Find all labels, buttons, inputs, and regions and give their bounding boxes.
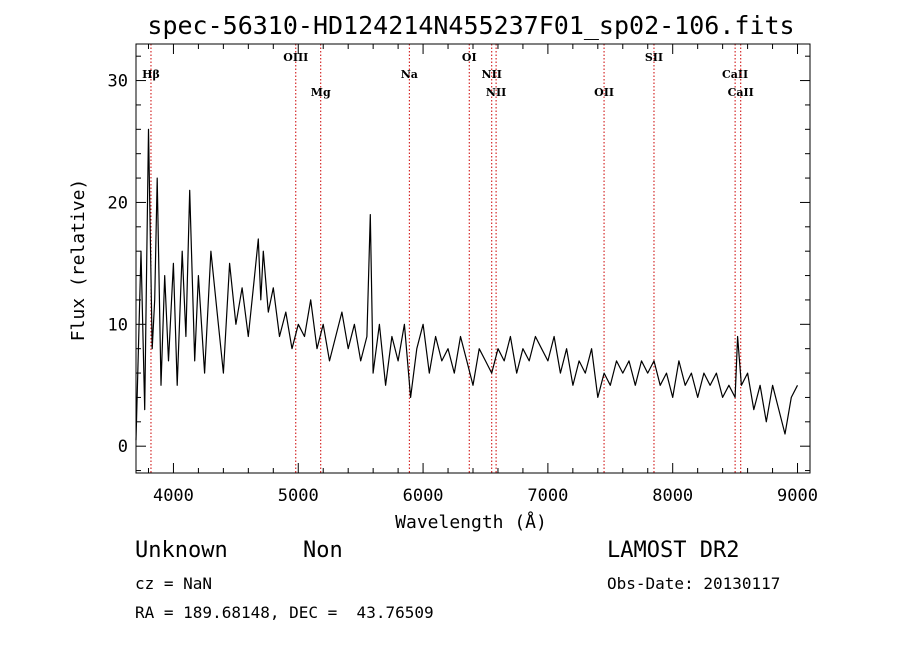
spectrum-series-line: [135, 128, 799, 441]
spectral-line-label: NII: [482, 68, 502, 81]
spectral-line-label: OI: [462, 51, 477, 64]
spectral-line-label: NII: [486, 86, 506, 99]
y-tick-label: 0: [118, 437, 128, 457]
x-tick-label: 9000: [777, 486, 818, 506]
obs-date-label: Obs-Date: 20130117: [607, 574, 781, 593]
spectral-line-label: OII: [594, 86, 614, 99]
x-tick-label: 7000: [527, 486, 568, 506]
chart-title: spec-56310-HD124214N455237F01_sp02-106.f…: [147, 11, 794, 40]
y-tick-label: 30: [108, 72, 128, 92]
spectral-line-label: Mg: [311, 86, 331, 99]
plot-frame: [135, 43, 811, 474]
spectral-line-label: CaII: [722, 68, 748, 81]
spectral-line-label: Na: [401, 68, 418, 81]
spectral-line-label: CaII: [728, 86, 754, 99]
spectral-line-label: Hβ: [142, 68, 160, 81]
survey-label: LAMOST DR2: [607, 538, 740, 563]
x-tick-label: 6000: [403, 486, 444, 506]
class-label: Unknown: [135, 538, 228, 563]
x-tick-label: 5000: [278, 486, 319, 506]
plot-area: Hβ OIII Mg Na OI NII NII OII SII CaII CaII 4000 5000…: [108, 43, 818, 506]
spectral-line-label: SII: [645, 51, 663, 64]
spectral-line-label: OIII: [283, 51, 308, 64]
y-tick-label: 20: [108, 193, 128, 213]
subclass-label: Non: [303, 538, 343, 563]
y-axis-label: Flux (relative): [68, 179, 89, 342]
x-tick-label: 4000: [153, 486, 194, 506]
redshift-label: cz = NaN: [135, 574, 213, 593]
x-tick-label: 8000: [652, 486, 693, 506]
y-tick-label: 10: [108, 315, 128, 335]
x-axis-label: Wavelength (Å): [395, 511, 547, 533]
coordinates-label: RA = 189.68148, DEC = 43.76509: [135, 603, 434, 622]
